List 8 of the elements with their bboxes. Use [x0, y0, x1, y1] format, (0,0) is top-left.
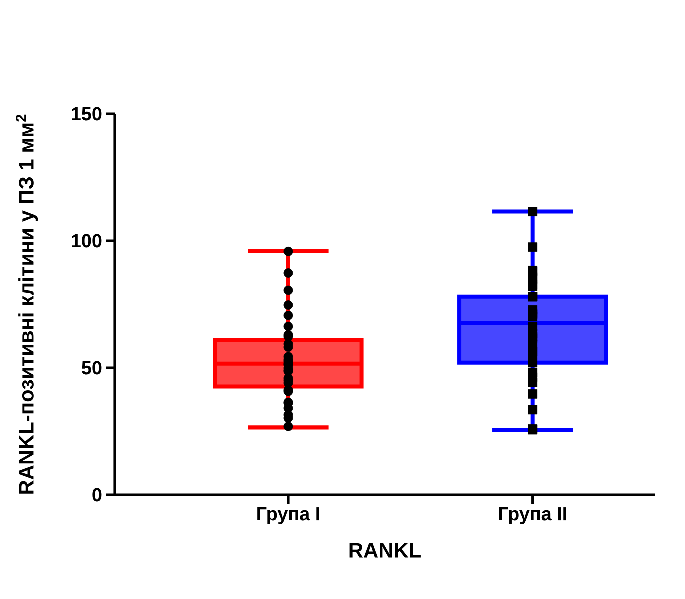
x-tick-label: Група II: [499, 508, 566, 524]
x-axis-title: RANKL: [350, 543, 421, 558]
y-axis-title: RANKL-позитивні клітини у ПЗ 1 мм$^{2}$: [16, 114, 38, 494]
y-tick-label: 150: [72, 107, 102, 121]
x-tick-label: Група I: [258, 508, 320, 524]
y-tick-label: 100: [72, 234, 102, 248]
y-tick-label: 50: [82, 361, 102, 375]
y-tick-label: 0: [92, 488, 102, 502]
